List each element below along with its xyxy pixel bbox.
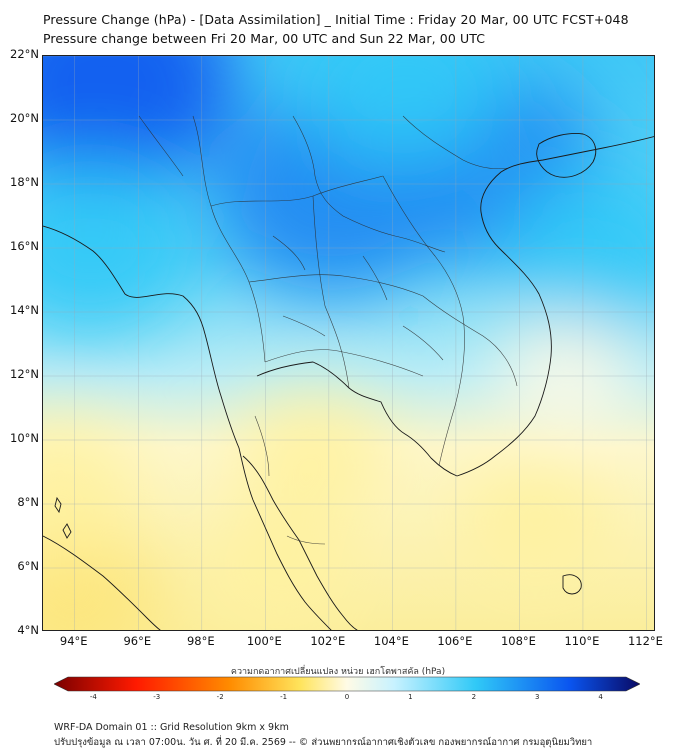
- colorbar-tick: -3: [153, 693, 161, 701]
- colorbar-tick: 0: [344, 693, 350, 701]
- field-anomaly-10: [43, 420, 140, 556]
- colorbar-title: ความกดอากาศเปลี่ยนแปลง หน่วย เฮกโตพาสคัล…: [230, 667, 446, 677]
- island-south: [562, 574, 582, 595]
- colorbar-tick: -1: [280, 693, 288, 701]
- update-credit: ปรับปรุงข้อมูล ณ เวลา 07:00น. วัน ศ. ที่…: [54, 737, 593, 748]
- lon-label: 96°E: [123, 634, 152, 648]
- lat-label: 10°N: [10, 431, 39, 445]
- lat-label: 6°N: [17, 559, 39, 573]
- coastlines-borders: [43, 133, 654, 630]
- coastline-vietnam: [456, 136, 654, 477]
- field-anomaly-3: [297, 56, 507, 169]
- sumatra-north: [43, 535, 161, 630]
- colorbar-tick: 3: [534, 693, 540, 701]
- lat-label: 12°N: [10, 367, 39, 381]
- lon-label: 102°E: [310, 634, 346, 648]
- andaman-islands: [54, 496, 72, 539]
- lon-label: 110°E: [564, 634, 600, 648]
- lon-label: 94°E: [59, 634, 88, 648]
- colorbar-gradient: [54, 676, 640, 692]
- lat-label: 20°N: [10, 111, 39, 125]
- colorbar-tick: 1: [408, 693, 413, 701]
- field-anomaly-8: [457, 455, 614, 585]
- lat-label: 4°N: [17, 623, 39, 637]
- lon-label: 98°E: [186, 634, 215, 648]
- lat-label: 22°N: [10, 47, 39, 61]
- lon-label: 108°E: [500, 634, 536, 648]
- map-title: Pressure Change (hPa) - [Data Assimilati…: [43, 12, 629, 27]
- lat-label: 16°N: [10, 239, 39, 253]
- lon-label: 106°E: [437, 634, 473, 648]
- hainan-island: [536, 133, 597, 178]
- model-info: WRF-DA Domain 01 :: Grid Resolution 9km …: [54, 722, 289, 733]
- lon-label: 100°E: [246, 634, 282, 648]
- colorbar-tick: -2: [216, 693, 224, 701]
- map-subtitle: Pressure change between Fri 20 Mar, 00 U…: [43, 31, 486, 46]
- lat-label: 18°N: [10, 175, 39, 189]
- field-anomaly-0: [43, 56, 235, 189]
- colorbar-tick: 4: [598, 693, 603, 701]
- pressure-change-map[interactable]: [43, 56, 655, 631]
- colorbar-tick: 2: [471, 693, 477, 701]
- colorbar-tick: -4: [89, 693, 97, 701]
- province-borders: [138, 115, 518, 545]
- lon-label: 104°E: [373, 634, 409, 648]
- colorbar: [54, 676, 640, 692]
- coastline-gulf: [256, 361, 458, 477]
- coastline-west: [43, 225, 332, 630]
- lat-label: 14°N: [10, 303, 39, 317]
- field-anomaly-6: [236, 392, 390, 520]
- map-panel[interactable]: [42, 55, 655, 631]
- lat-label: 8°N: [17, 495, 39, 509]
- graticule: [43, 56, 654, 630]
- coastline-malay-east: [242, 455, 358, 630]
- lon-label: 112°E: [627, 634, 663, 648]
